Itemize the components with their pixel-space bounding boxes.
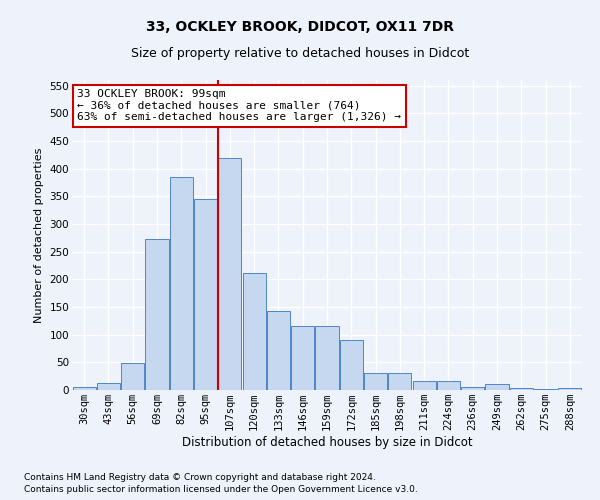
Bar <box>510 388 533 390</box>
Bar <box>413 380 436 390</box>
Bar <box>291 326 314 390</box>
Bar <box>388 374 412 390</box>
Bar <box>267 311 290 390</box>
Text: 33 OCKLEY BROOK: 99sqm
← 36% of detached houses are smaller (764)
63% of semi-de: 33 OCKLEY BROOK: 99sqm ← 36% of detached… <box>77 90 401 122</box>
Bar <box>340 340 363 390</box>
Bar <box>170 177 193 390</box>
Bar <box>218 158 241 390</box>
Bar <box>145 240 169 390</box>
Bar <box>364 374 387 390</box>
Bar <box>485 384 509 390</box>
Bar <box>73 387 95 390</box>
Y-axis label: Number of detached properties: Number of detached properties <box>34 148 44 322</box>
Bar <box>97 384 120 390</box>
Bar <box>242 272 266 390</box>
Bar <box>461 386 484 390</box>
Bar <box>194 199 217 390</box>
Bar <box>559 388 581 390</box>
Text: Size of property relative to detached houses in Didcot: Size of property relative to detached ho… <box>131 48 469 60</box>
Bar <box>437 380 460 390</box>
X-axis label: Distribution of detached houses by size in Didcot: Distribution of detached houses by size … <box>182 436 472 449</box>
Text: Contains public sector information licensed under the Open Government Licence v3: Contains public sector information licen… <box>24 484 418 494</box>
Text: 33, OCKLEY BROOK, DIDCOT, OX11 7DR: 33, OCKLEY BROOK, DIDCOT, OX11 7DR <box>146 20 454 34</box>
Text: Contains HM Land Registry data © Crown copyright and database right 2024.: Contains HM Land Registry data © Crown c… <box>24 474 376 482</box>
Bar <box>316 326 338 390</box>
Bar <box>121 363 144 390</box>
